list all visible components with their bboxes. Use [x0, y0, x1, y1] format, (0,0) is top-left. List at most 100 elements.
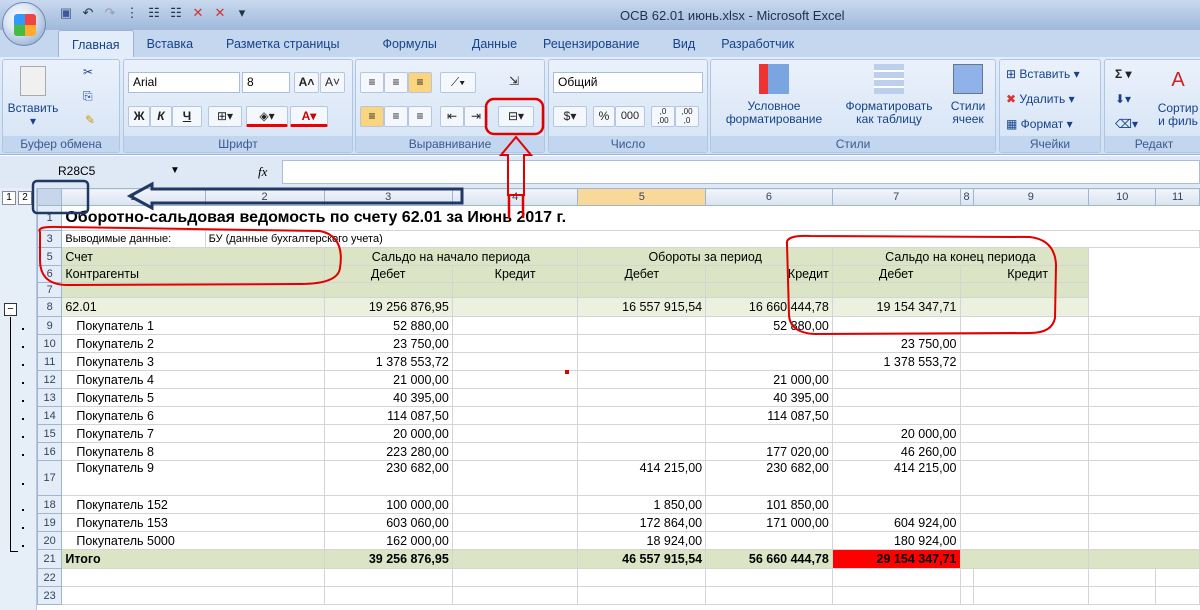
- align-middle-icon[interactable]: ≡: [384, 72, 408, 93]
- closing-debit[interactable]: 23 750,00: [831, 334, 961, 353]
- opening-credit[interactable]: [451, 334, 579, 353]
- turnover-debit[interactable]: [577, 388, 707, 407]
- counterparty-name[interactable]: Покупатель 4: [61, 370, 325, 389]
- closing-debit[interactable]: 46 260,00: [831, 442, 961, 461]
- row-header[interactable]: 1: [36, 205, 63, 231]
- account-closing-credit[interactable]: [959, 297, 1090, 317]
- align-center-icon[interactable]: ≡: [384, 106, 408, 127]
- merge-cells-button[interactable]: ⊟▾: [498, 106, 534, 127]
- cell[interactable]: [1155, 586, 1200, 605]
- report-title[interactable]: Оборотно-сальдовая ведомость по счету 62…: [65, 209, 567, 226]
- fill-color-icon[interactable]: ◈▾: [246, 106, 288, 127]
- counterparty-name[interactable]: Покупатель 153: [61, 513, 325, 532]
- column-header[interactable]: 7: [831, 188, 961, 206]
- row-header[interactable]: 11: [36, 352, 63, 371]
- closing-credit[interactable]: [959, 513, 1090, 532]
- cell[interactable]: [705, 282, 833, 298]
- closing-credit[interactable]: [959, 442, 1090, 461]
- closing-debit[interactable]: [831, 370, 961, 389]
- outline2-icon[interactable]: ☷: [170, 5, 182, 20]
- account-opening-debit[interactable]: 19 256 876,95: [323, 297, 453, 317]
- increase-decimal-button[interactable]: ,0,00: [651, 106, 675, 127]
- opening-debit[interactable]: 114 087,50: [323, 406, 453, 425]
- collapse-group-button[interactable]: −: [4, 303, 17, 316]
- row-header[interactable]: 17: [36, 460, 63, 496]
- outline-dot[interactable]: [22, 328, 24, 330]
- autosum-icon[interactable]: Σ ▾: [1115, 67, 1132, 81]
- fx-button[interactable]: fx: [258, 164, 268, 179]
- copy-icon[interactable]: ⎘: [83, 89, 93, 103]
- cell[interactable]: [451, 586, 579, 605]
- turnover-debit[interactable]: [577, 424, 707, 443]
- closing-debit[interactable]: 1 378 553,72: [831, 352, 961, 371]
- row-header[interactable]: 9: [36, 316, 63, 335]
- italic-button[interactable]: К: [150, 106, 172, 127]
- header-credit[interactable]: Кредит: [451, 265, 579, 283]
- paste-button[interactable]: Вставить ▾: [5, 64, 61, 128]
- cell[interactable]: [972, 568, 1090, 587]
- counterparty-name[interactable]: Покупатель 152: [61, 495, 325, 514]
- tab-review[interactable]: Рецензирование: [543, 37, 640, 51]
- row-header[interactable]: 8: [36, 297, 63, 317]
- turnover-credit[interactable]: [705, 531, 833, 550]
- header-credit[interactable]: Кредит: [959, 265, 1090, 283]
- row-header[interactable]: 5: [36, 247, 63, 266]
- counterparty-name[interactable]: Покупатель 8: [61, 442, 325, 461]
- cell[interactable]: [577, 586, 707, 605]
- bold-button[interactable]: Ж: [128, 106, 150, 127]
- column-header[interactable]: 1: [61, 188, 206, 206]
- opening-credit[interactable]: [451, 424, 579, 443]
- cell[interactable]: [451, 568, 579, 587]
- opening-debit[interactable]: 39 256 876,95: [323, 549, 453, 569]
- closing-credit[interactable]: [959, 406, 1090, 425]
- counterparty-name[interactable]: Покупатель 7: [61, 424, 325, 443]
- worksheet-grid[interactable]: 1 2 3 4 5 6 7 8 9 10 11 1 Оборотно-сальд…: [36, 188, 1200, 605]
- office-button[interactable]: [2, 2, 46, 46]
- cell[interactable]: [972, 586, 1090, 605]
- tab-developer[interactable]: Разработчик: [721, 37, 795, 51]
- tab-insert[interactable]: Вставка: [146, 37, 194, 51]
- cut-icon[interactable]: ✂: [83, 65, 94, 79]
- underline-button[interactable]: Ч: [172, 106, 202, 127]
- closing-credit[interactable]: [959, 370, 1090, 389]
- turnover-credit[interactable]: 171 000,00: [705, 513, 833, 532]
- cell[interactable]: [1088, 424, 1200, 443]
- turnover-credit[interactable]: [705, 352, 833, 371]
- output-label[interactable]: Выводимые данные:: [61, 230, 206, 248]
- cell[interactable]: [1088, 352, 1200, 371]
- wrap-text-icon[interactable]: ⇲: [508, 74, 520, 88]
- cell[interactable]: [705, 586, 833, 605]
- tab-data[interactable]: Данные: [471, 37, 518, 51]
- cell-styles-button[interactable]: Стили ячеек: [943, 64, 993, 126]
- cell[interactable]: [1088, 316, 1200, 335]
- counterparty-name[interactable]: Покупатель 2: [61, 334, 325, 353]
- cell[interactable]: [1088, 549, 1200, 569]
- header-opening-balance[interactable]: Сальдо на начало периода: [323, 247, 579, 266]
- turnover-credit[interactable]: 114 087,50: [705, 406, 833, 425]
- cell[interactable]: [323, 568, 453, 587]
- row-header[interactable]: 6: [36, 265, 63, 283]
- turnover-debit[interactable]: [577, 352, 707, 371]
- row-header[interactable]: 19: [36, 513, 63, 532]
- account-opening-credit[interactable]: [451, 297, 579, 317]
- cell[interactable]: [577, 282, 707, 298]
- closing-debit[interactable]: 414 215,00: [831, 460, 961, 496]
- opening-debit[interactable]: 223 280,00: [323, 442, 453, 461]
- currency-icon[interactable]: $▾: [553, 106, 587, 127]
- opening-debit[interactable]: 21 000,00: [323, 370, 453, 389]
- turnover-debit[interactable]: 172 864,00: [577, 513, 707, 532]
- cell[interactable]: [1155, 568, 1200, 587]
- turnover-credit[interactable]: 52 880,00: [705, 316, 833, 335]
- column-header[interactable]: 2: [204, 188, 325, 206]
- outline-dot[interactable]: [22, 346, 24, 348]
- cell[interactable]: [831, 586, 961, 605]
- closing-credit[interactable]: [959, 531, 1090, 550]
- turnover-credit[interactable]: 21 000,00: [705, 370, 833, 389]
- opening-debit[interactable]: 20 000,00: [323, 424, 453, 443]
- row-header[interactable]: 23: [36, 586, 63, 605]
- cell[interactable]: [1088, 513, 1200, 532]
- cell[interactable]: [1088, 495, 1200, 514]
- conditional-formatting-button[interactable]: Условное форматирование: [713, 64, 835, 126]
- opening-credit[interactable]: [451, 352, 579, 371]
- row-header[interactable]: 15: [36, 424, 63, 443]
